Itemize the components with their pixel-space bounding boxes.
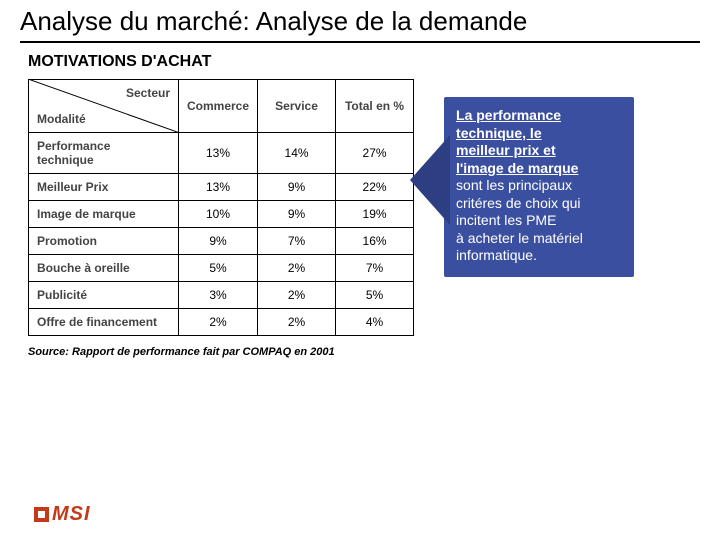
cell: 9%: [179, 228, 258, 255]
cell: 27%: [336, 133, 414, 174]
callout-text: incitent les PME: [456, 212, 556, 228]
col-header: Total en %: [336, 80, 414, 133]
callout-text: critéres de choix qui: [456, 195, 581, 211]
cell: 13%: [179, 174, 258, 201]
cell: 13%: [179, 133, 258, 174]
corner-top: Secteur: [29, 80, 179, 107]
cell: 2%: [258, 282, 336, 309]
table-row: Offre de financement 2% 2% 4%: [29, 309, 414, 336]
cell: 22%: [336, 174, 414, 201]
table-row: Publicité 3% 2% 5%: [29, 282, 414, 309]
callout-text: La performance: [456, 107, 561, 123]
source-line: Source: Rapport de performance fait par …: [0, 336, 720, 358]
cell: 2%: [258, 255, 336, 282]
cell: 5%: [336, 282, 414, 309]
title-underline: [20, 41, 700, 43]
cell: 2%: [258, 309, 336, 336]
row-label: Promotion: [29, 228, 179, 255]
logo: MSI: [34, 503, 91, 526]
callout-text: meilleur prix et: [456, 142, 556, 158]
row-label: Offre de financement: [29, 309, 179, 336]
cell: 2%: [179, 309, 258, 336]
cell: 3%: [179, 282, 258, 309]
corner-bottom: Modalité: [29, 106, 179, 133]
cell: 10%: [179, 201, 258, 228]
callout-wrap: La performance technique, le meilleur pr…: [444, 97, 634, 277]
row-label: Image de marque: [29, 201, 179, 228]
table-row: Image de marque 10% 9% 19%: [29, 201, 414, 228]
motivations-table: Secteur Commerce Service Total en % Moda…: [28, 79, 414, 336]
row-label: Performance technique: [29, 133, 179, 174]
content-row: Secteur Commerce Service Total en % Moda…: [0, 79, 720, 336]
table-wrap: Secteur Commerce Service Total en % Moda…: [28, 79, 414, 336]
callout-text: l'image de marque: [456, 160, 578, 176]
col-header: Service: [258, 80, 336, 133]
row-label: Meilleur Prix: [29, 174, 179, 201]
cell: 19%: [336, 201, 414, 228]
table-row: Promotion 9% 7% 16%: [29, 228, 414, 255]
logo-icon: [34, 507, 49, 522]
callout-arrow-icon: [410, 135, 450, 225]
cell: 4%: [336, 309, 414, 336]
callout-text: informatique.: [456, 247, 537, 263]
table-row: Performance technique 13% 14% 27%: [29, 133, 414, 174]
cell: 14%: [258, 133, 336, 174]
cell: 5%: [179, 255, 258, 282]
callout-text: technique, le: [456, 125, 542, 141]
cell: 7%: [258, 228, 336, 255]
logo-text: MSI: [52, 503, 91, 526]
row-label: Bouche à oreille: [29, 255, 179, 282]
cell: 9%: [258, 201, 336, 228]
cell: 16%: [336, 228, 414, 255]
cell: 9%: [258, 174, 336, 201]
callout-box: La performance technique, le meilleur pr…: [444, 97, 634, 277]
table-row: Meilleur Prix 13% 9% 22%: [29, 174, 414, 201]
callout-text: à acheter le matériel: [456, 230, 583, 246]
row-label: Publicité: [29, 282, 179, 309]
page-title: Analyse du marché: Analyse de la demande: [0, 0, 720, 41]
section-subtitle: MOTIVATIONS D'ACHAT: [0, 49, 720, 79]
col-header: Commerce: [179, 80, 258, 133]
cell: 7%: [336, 255, 414, 282]
table-row: Bouche à oreille 5% 2% 7%: [29, 255, 414, 282]
callout-text: sont les principaux: [456, 177, 572, 193]
